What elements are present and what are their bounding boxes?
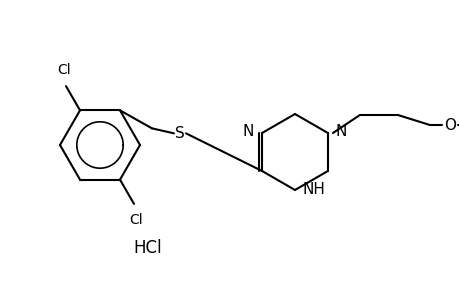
Text: NH: NH [302, 182, 325, 197]
Text: Cl: Cl [129, 213, 142, 227]
Text: HCl: HCl [134, 239, 162, 257]
Text: N: N [242, 124, 253, 139]
Text: N: N [335, 124, 347, 139]
Text: S: S [175, 126, 185, 141]
Text: Cl: Cl [57, 63, 71, 77]
Text: O: O [443, 118, 455, 133]
